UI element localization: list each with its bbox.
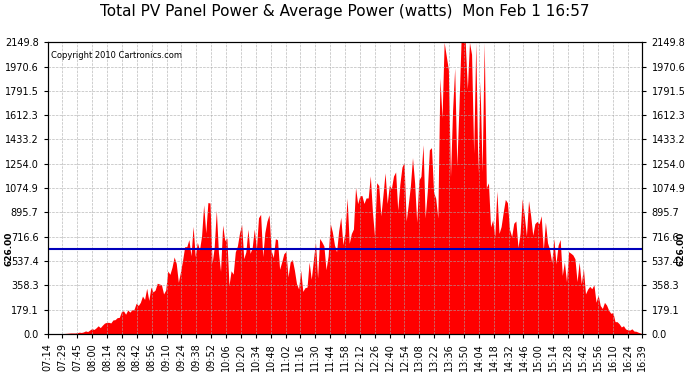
Text: 626.00: 626.00 [677, 232, 686, 266]
Text: 626.00: 626.00 [4, 232, 13, 266]
Text: Copyright 2010 Cartronics.com: Copyright 2010 Cartronics.com [50, 51, 181, 60]
Text: Total PV Panel Power & Average Power (watts)  Mon Feb 1 16:57: Total PV Panel Power & Average Power (wa… [100, 4, 590, 19]
